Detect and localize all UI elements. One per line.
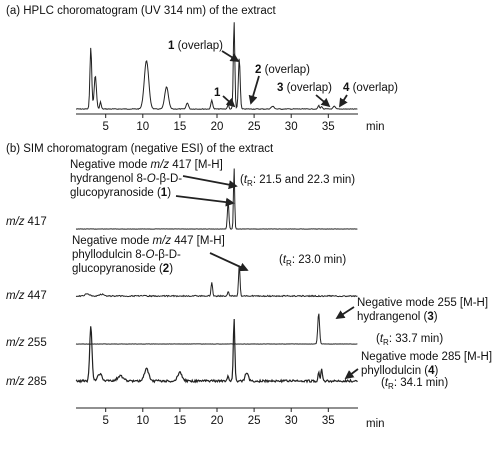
arrow-compound-1b — [182, 175, 238, 190]
panel-a-title: (a) HPLC choromatogram (UV 314 nm) of th… — [6, 5, 277, 17]
arrow-compound-3 — [335, 306, 355, 319]
panel-a-x-ticks: 5 10 15 20 25 30 35 — [102, 114, 335, 133]
panel-b-tick-label: 20 — [211, 415, 224, 427]
annotation-1: 1 — [214, 87, 221, 99]
panel-a-x-label: min — [366, 121, 385, 133]
panel-a-tick-label: 15 — [173, 121, 186, 133]
trace-label-mz-447: m/z 447 — [6, 290, 47, 302]
trace-mz-285 — [75, 318, 358, 384]
panel-a-tick-label: 5 — [102, 121, 108, 133]
annotation-compound-4: Negative mode 285 [M-H] phyllodulcin (4) — [361, 351, 492, 377]
panel-a-tick-label: 20 — [211, 121, 224, 133]
panel-b-tick-label: 30 — [285, 415, 298, 427]
panel-b-tick-label: 10 — [136, 415, 149, 427]
arrow-compound-1a — [175, 195, 235, 207]
arrow-1 — [222, 95, 236, 108]
retention-time-1: (tR: 21.5 and 22.3 min) — [240, 174, 355, 188]
annotation-compound-3: Negative mode 255 [M-H] hydrangenol (3) — [357, 297, 488, 323]
panel-a: (a) HPLC choromatogram (UV 314 nm) of th… — [6, 5, 398, 133]
arrow-2-overlap — [248, 75, 260, 105]
trace-label-mz-417: m/z 417 — [6, 216, 47, 228]
panel-b: (b) SIM choromatogram (negative ESI) of … — [6, 143, 492, 430]
retention-time-2: (tR: 23.0 min) — [279, 254, 346, 268]
panel-b-tick-label: 15 — [173, 415, 186, 427]
retention-time-4: (tR: 34.1 min) — [381, 377, 448, 391]
trace-mz-447 — [75, 265, 358, 298]
arrow-4-overlap — [339, 94, 348, 108]
panel-a-trace — [76, 22, 358, 110]
panel-b-x-label: min — [366, 418, 385, 430]
panel-b-title: (b) SIM choromatogram (negative ESI) of … — [6, 143, 274, 155]
annotation-4-overlap: 4 (overlap) — [343, 82, 398, 94]
trace-mz-255 — [75, 313, 358, 345]
trace-mz-417 — [75, 168, 358, 230]
arrow-3-overlap — [315, 94, 331, 108]
annotation-3-overlap: 3 (overlap) — [277, 82, 332, 94]
annotation-1-overlap: 1 (overlap) — [168, 40, 223, 52]
annotation-compound-2: Negative mode m/z 447 [M-H] phyllodulcin … — [72, 235, 225, 275]
arrow-compound-4 — [344, 368, 359, 380]
annotation-compound-1: Negative mode m/z 417 [M-H] hydrangenol 8… — [70, 159, 223, 199]
retention-time-3: (tR: 33.7 min) — [376, 333, 443, 347]
panel-b-tick-label: 25 — [248, 415, 261, 427]
trace-label-mz-255: m/z 255 — [6, 337, 47, 349]
panel-b-x-ticks: 5 10 15 20 25 30 35 — [102, 408, 335, 427]
arrow-compound-2 — [209, 252, 249, 272]
trace-label-mz-285: m/z 285 — [6, 376, 47, 388]
panel-a-tick-label: 30 — [285, 121, 298, 133]
annotation-2-overlap: 2 (overlap) — [255, 64, 310, 76]
panel-b-tick-label: 5 — [102, 415, 108, 427]
panel-a-tick-label: 25 — [248, 121, 261, 133]
panel-b-tick-label: 35 — [322, 415, 335, 427]
arrow-1-overlap — [221, 50, 240, 62]
panel-a-tick-label: 10 — [136, 121, 149, 133]
panel-a-tick-label: 35 — [322, 121, 335, 133]
